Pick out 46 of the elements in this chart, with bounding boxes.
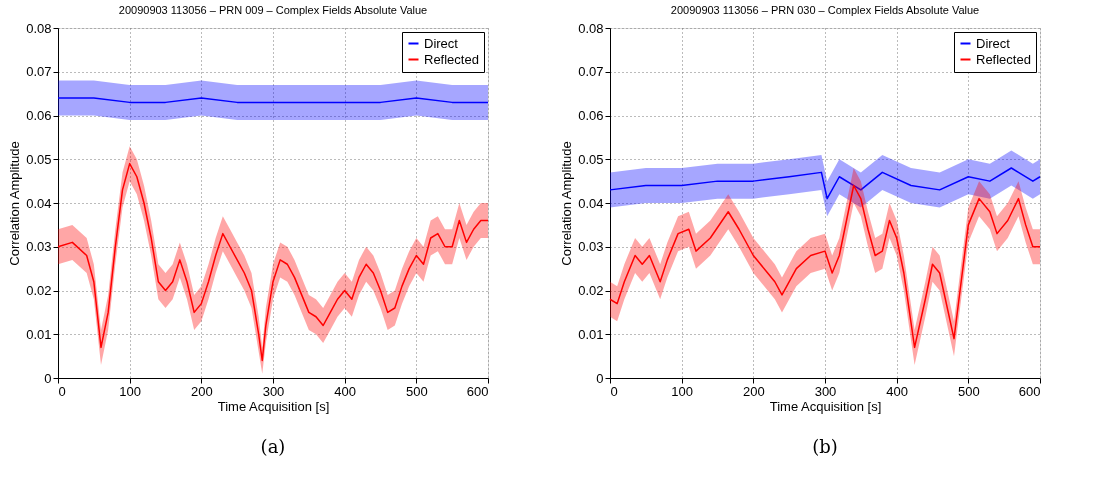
y-tick-label: 0.06 [26,108,52,123]
legend-label: Direct [976,35,1011,51]
legend-label: Reflected [976,51,1031,67]
x-tick-label: 400 [886,383,909,399]
x-tick-label: 200 [190,383,213,399]
x-tick-label: 0 [610,383,618,399]
y-tick-label: 0.05 [578,151,604,167]
x-axis-title: Time Acquisition [s] [769,398,882,414]
y-tick-label: 0.04 [26,195,52,211]
x-tick-label: 400 [334,383,357,399]
y-tick-label: 0.02 [26,283,52,298]
text: (b) [812,436,838,457]
x-tick-label: 100 [671,383,694,399]
y-tick-label: 0.01 [26,326,52,342]
y-tick-label: 0.08 [578,20,604,36]
x-tick-label: 600 [466,383,489,399]
y-tick-label: 0.01 [578,326,604,342]
chart-title: 20090903 113056 – PRN 030 – Complex Fields Absolute Value [670,4,980,16]
y-tick-label: 0.07 [26,64,52,80]
x-tick-label: 100 [119,383,142,399]
x-tick-label: 600 [1018,383,1041,399]
line-series [609,167,1041,200]
x-tick-label: 500 [405,383,428,399]
x-tick-label: 0 [58,383,66,399]
y-tick-label: 0.08 [26,20,52,36]
x-tick-label: 500 [957,383,980,399]
x-axis-title: Time Acquisition [s] [217,398,330,414]
y-tick-label: 0.07 [578,64,604,80]
chart-title: 20090903 113056 – PRN 009 – Complex Fields Absolute Value [118,4,428,16]
y-tick-label: 0 [44,370,52,386]
y-axis-title: Correlation Amplitude [7,141,23,266]
y-tick-label: 0.05 [26,151,52,167]
x-tick-label: 200 [742,383,765,399]
legend-label: Direct [424,35,459,51]
y-tick-label: 0.02 [578,283,604,298]
text: (a) [260,436,286,457]
line-series [609,184,1041,349]
y-tick-label: 0.03 [26,239,52,255]
legend-label: Reflected [424,51,479,67]
y-axis-title: Correlation Amplitude [559,141,575,266]
x-tick-label: 300 [814,383,837,399]
y-tick-label: 0.06 [578,108,604,123]
x-tick-label: 300 [262,383,285,399]
y-tick-label: 0 [596,370,604,386]
y-tick-label: 0.03 [578,239,604,255]
y-tick-label: 0.04 [578,195,604,211]
